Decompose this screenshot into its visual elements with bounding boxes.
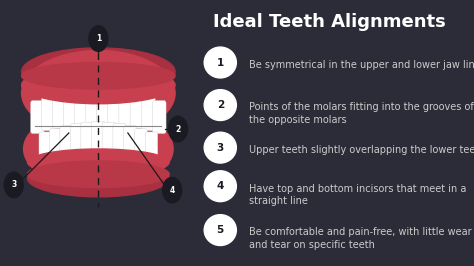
FancyBboxPatch shape — [53, 93, 66, 128]
Circle shape — [204, 171, 237, 202]
FancyBboxPatch shape — [81, 122, 95, 152]
Circle shape — [204, 132, 237, 163]
FancyBboxPatch shape — [135, 128, 147, 156]
Text: Be symmetrical in the upper and lower jaw lines: Be symmetrical in the upper and lower ja… — [249, 60, 474, 70]
Ellipse shape — [27, 161, 169, 188]
FancyBboxPatch shape — [141, 96, 155, 131]
FancyBboxPatch shape — [71, 124, 84, 153]
FancyBboxPatch shape — [60, 126, 73, 154]
FancyBboxPatch shape — [113, 124, 126, 153]
Circle shape — [89, 26, 108, 51]
Ellipse shape — [22, 63, 175, 89]
Circle shape — [4, 172, 23, 198]
Text: 2: 2 — [217, 100, 224, 110]
Text: 1: 1 — [217, 57, 224, 68]
Ellipse shape — [27, 149, 169, 176]
Text: 5: 5 — [217, 225, 224, 235]
FancyBboxPatch shape — [124, 126, 137, 154]
FancyBboxPatch shape — [85, 87, 100, 126]
FancyBboxPatch shape — [96, 87, 111, 126]
FancyBboxPatch shape — [108, 88, 122, 126]
Circle shape — [163, 177, 182, 203]
Text: Ideal Teeth Alignments: Ideal Teeth Alignments — [213, 13, 446, 31]
Text: 2: 2 — [175, 124, 181, 134]
Text: Upper teeth slightly overlapping the lower teeth: Upper teeth slightly overlapping the low… — [249, 145, 474, 155]
FancyBboxPatch shape — [42, 96, 55, 131]
FancyBboxPatch shape — [91, 121, 105, 153]
FancyBboxPatch shape — [49, 128, 62, 156]
Ellipse shape — [27, 160, 169, 197]
Text: 4: 4 — [217, 181, 224, 191]
Circle shape — [204, 47, 237, 78]
Circle shape — [204, 215, 237, 246]
FancyBboxPatch shape — [130, 93, 144, 128]
Text: Be comfortable and pain-free, with little wear
and tear on specific teeth: Be comfortable and pain-free, with littl… — [249, 227, 472, 250]
FancyBboxPatch shape — [31, 101, 44, 134]
Ellipse shape — [22, 51, 175, 136]
Ellipse shape — [22, 48, 175, 96]
Text: 3: 3 — [11, 180, 17, 189]
Text: Points of the molars fitting into the grooves of
the opposite molars: Points of the molars fitting into the gr… — [249, 102, 474, 125]
Ellipse shape — [22, 66, 175, 104]
FancyBboxPatch shape — [102, 122, 116, 152]
Text: Have top and bottom incisors that meet in a
straight line: Have top and bottom incisors that meet i… — [249, 184, 467, 206]
FancyBboxPatch shape — [153, 101, 166, 134]
FancyBboxPatch shape — [64, 90, 78, 127]
FancyBboxPatch shape — [145, 132, 158, 158]
Text: 1: 1 — [96, 34, 101, 43]
FancyBboxPatch shape — [74, 88, 89, 126]
Text: 3: 3 — [217, 143, 224, 153]
FancyBboxPatch shape — [119, 90, 133, 127]
Circle shape — [204, 90, 237, 120]
FancyBboxPatch shape — [39, 132, 52, 158]
Circle shape — [169, 116, 187, 142]
Text: 4: 4 — [170, 186, 175, 195]
Ellipse shape — [24, 109, 173, 189]
